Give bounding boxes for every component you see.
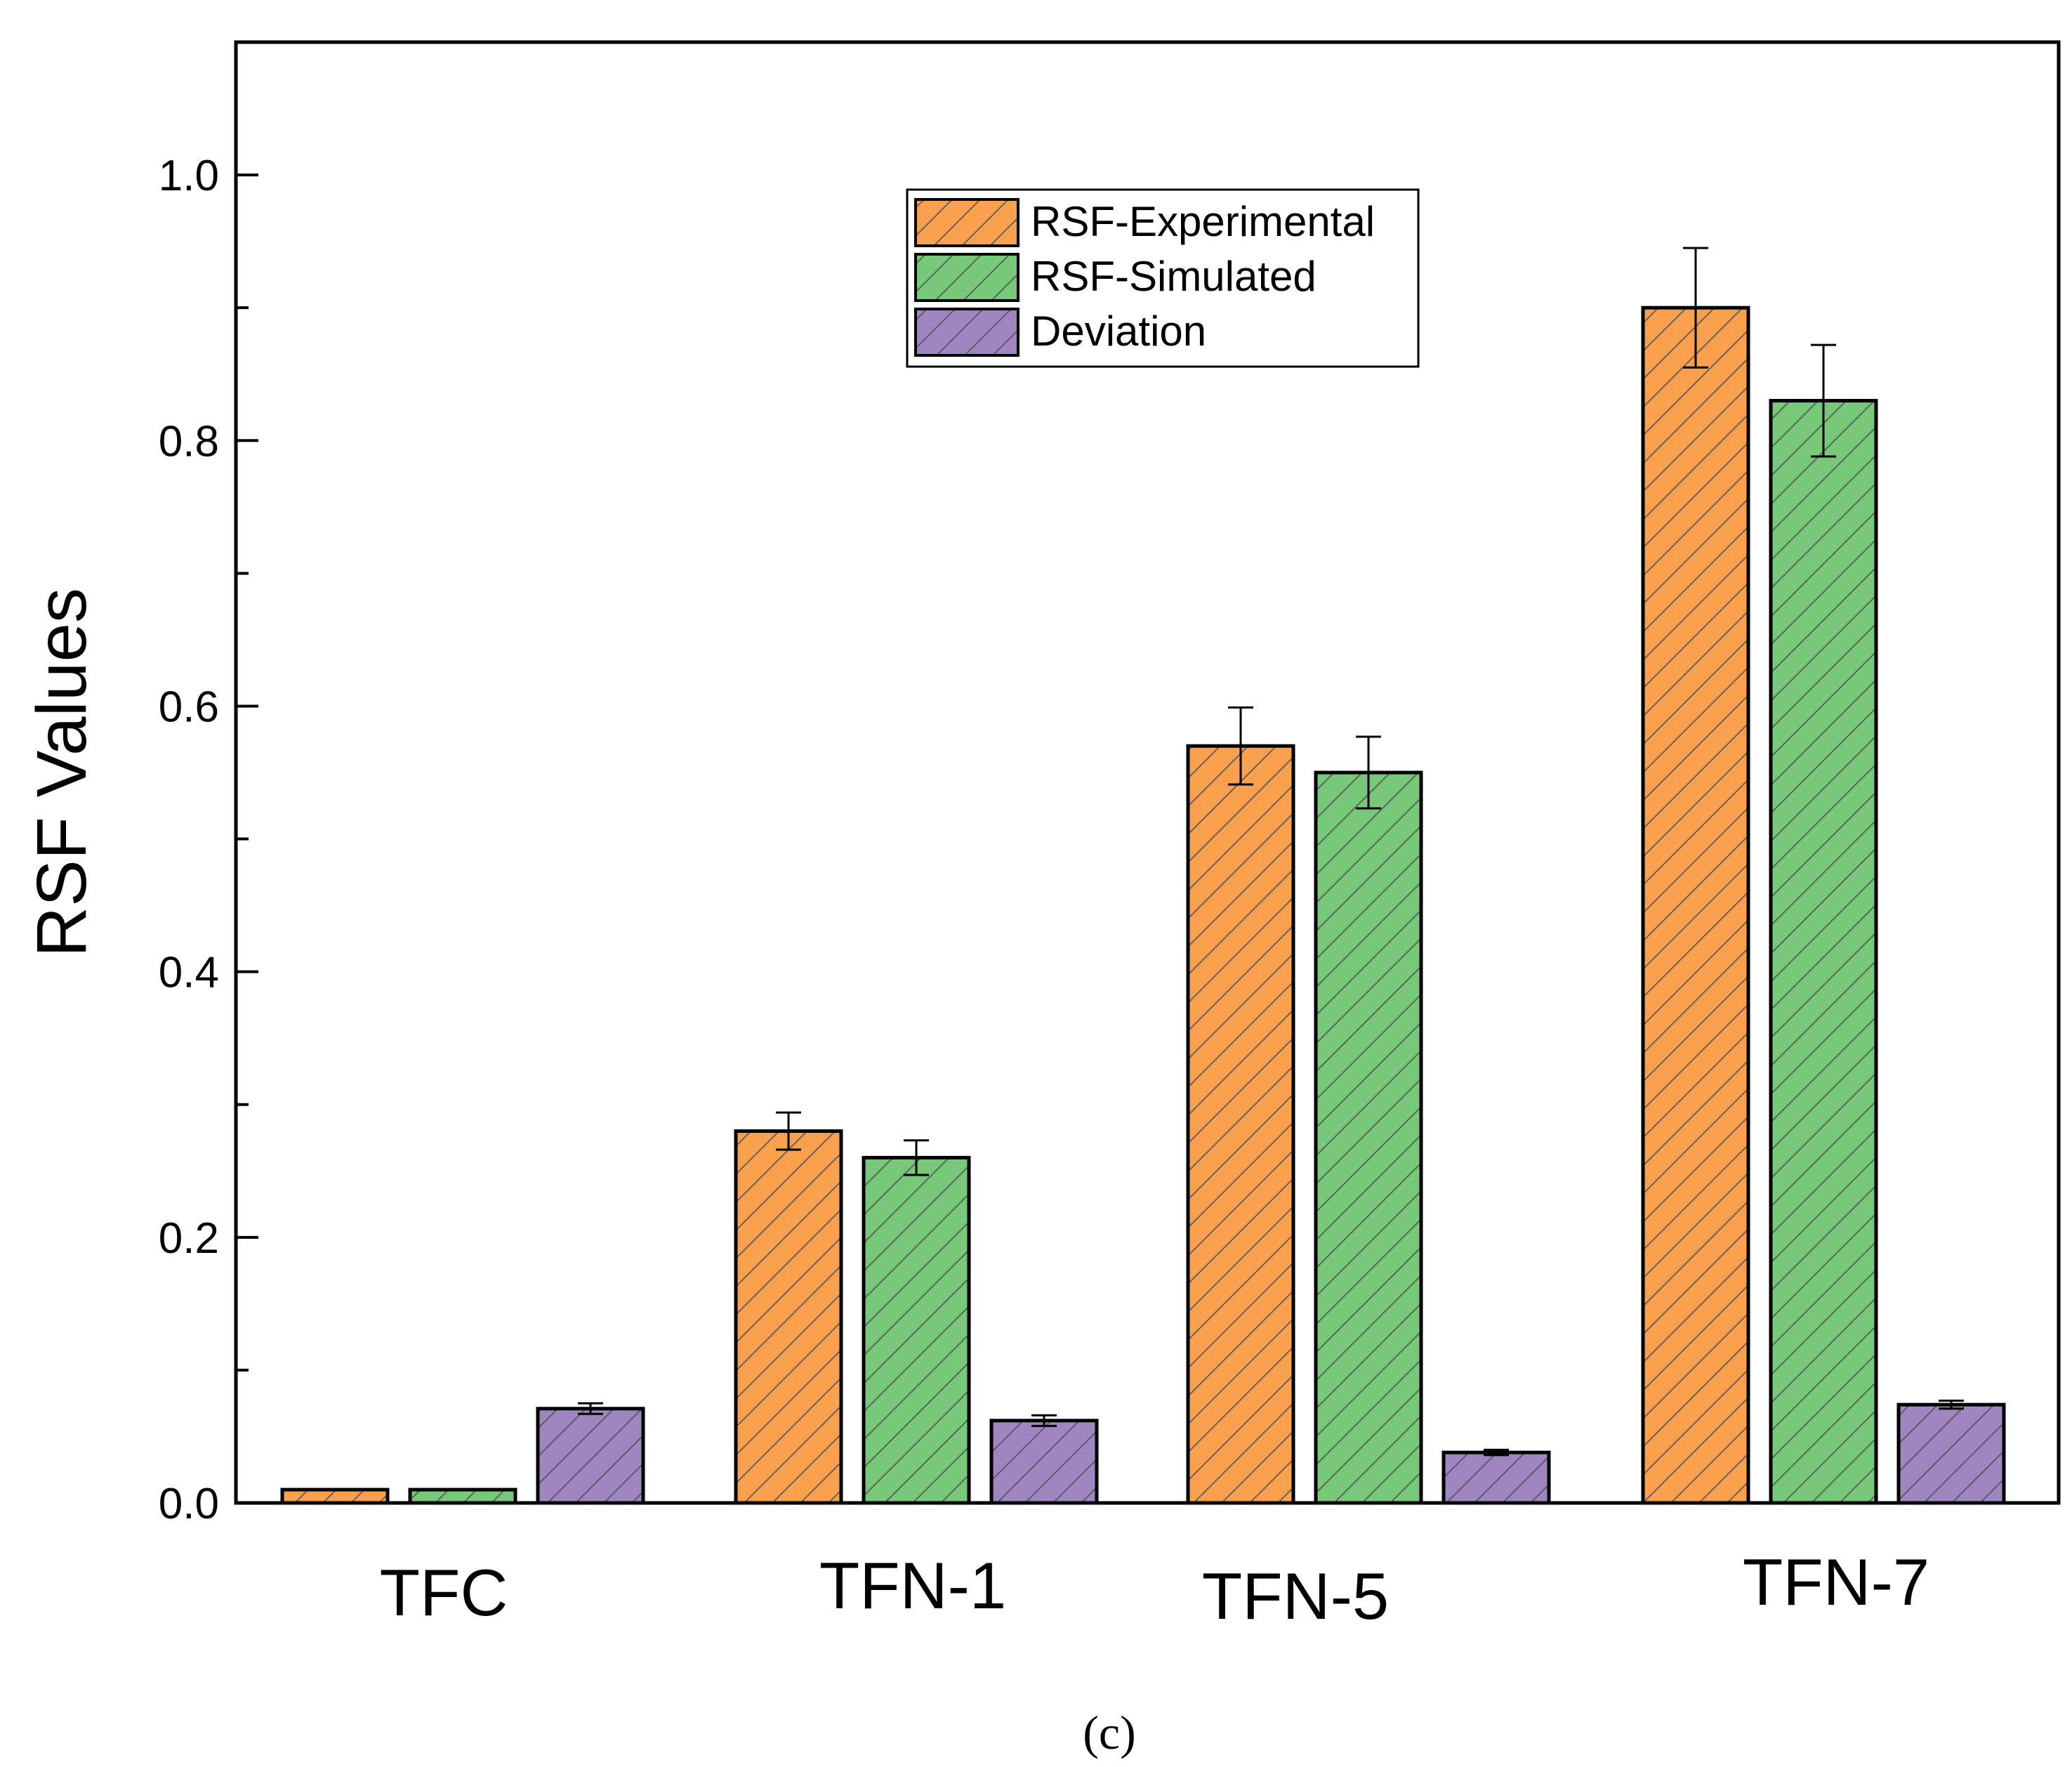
legend-entries: RSF-Experimental RSF-Simulated Deviation (914, 198, 1375, 357)
bar-hatch-overlay (989, 1419, 1099, 1505)
legend-swatch-hatch (914, 253, 1019, 302)
bars-layer (280, 306, 2006, 1505)
bar-hatch-overlay (1769, 399, 1878, 1505)
bar-hatch-overlay (1896, 1403, 2006, 1505)
legend-label: RSF-Experimental (1031, 198, 1375, 245)
x-category-label: TFN-7 (1743, 1545, 1929, 1619)
legend-label: RSF-Simulated (1031, 253, 1317, 300)
bar-hatch-overlay (1441, 1450, 1551, 1505)
bar-hatch-overlay (1641, 306, 1750, 1505)
figure-caption: (c) (1083, 1706, 1135, 1759)
x-category-label: TFN-1 (819, 1549, 1006, 1622)
bar-hatch-overlay (1186, 744, 1295, 1505)
x-category-label: TFC (380, 1556, 508, 1629)
error-bars-layer (578, 247, 1964, 1457)
plot-frame (234, 40, 2061, 1505)
y-tick-label: 0.6 (159, 683, 219, 731)
legend-swatch-hatch (914, 308, 1019, 357)
y-tick-label: 0.2 (159, 1214, 219, 1263)
bar-hatch-overlay (1314, 770, 1423, 1505)
legend-swatch-hatch (914, 198, 1019, 247)
legend: RSF-Experimental RSF-Simulated Deviation (906, 188, 1420, 368)
y-axis: 0.0 0.2 0.4 0.6 0.8 1.0 (159, 152, 258, 1528)
y-tick-label: 0.8 (159, 417, 219, 466)
bar-hatch-overlay (280, 1487, 390, 1505)
x-category-labels: TFC TFN-1 TFN-5 TFN-7 (380, 1545, 1930, 1633)
bar-hatch-overlay (408, 1487, 517, 1505)
x-category-label: TFN-5 (1202, 1559, 1389, 1633)
y-tick-label: 0.4 (159, 949, 219, 997)
legend-label: Deviation (1031, 308, 1206, 355)
y-tick-label: 1.0 (159, 152, 219, 200)
bar-hatch-overlay (734, 1129, 843, 1505)
y-axis-title: RSF Values (22, 588, 101, 957)
bar-hatch-overlay (862, 1155, 971, 1505)
bar-hatch-overlay (536, 1407, 645, 1505)
y-tick-label: 0.0 (159, 1480, 219, 1528)
